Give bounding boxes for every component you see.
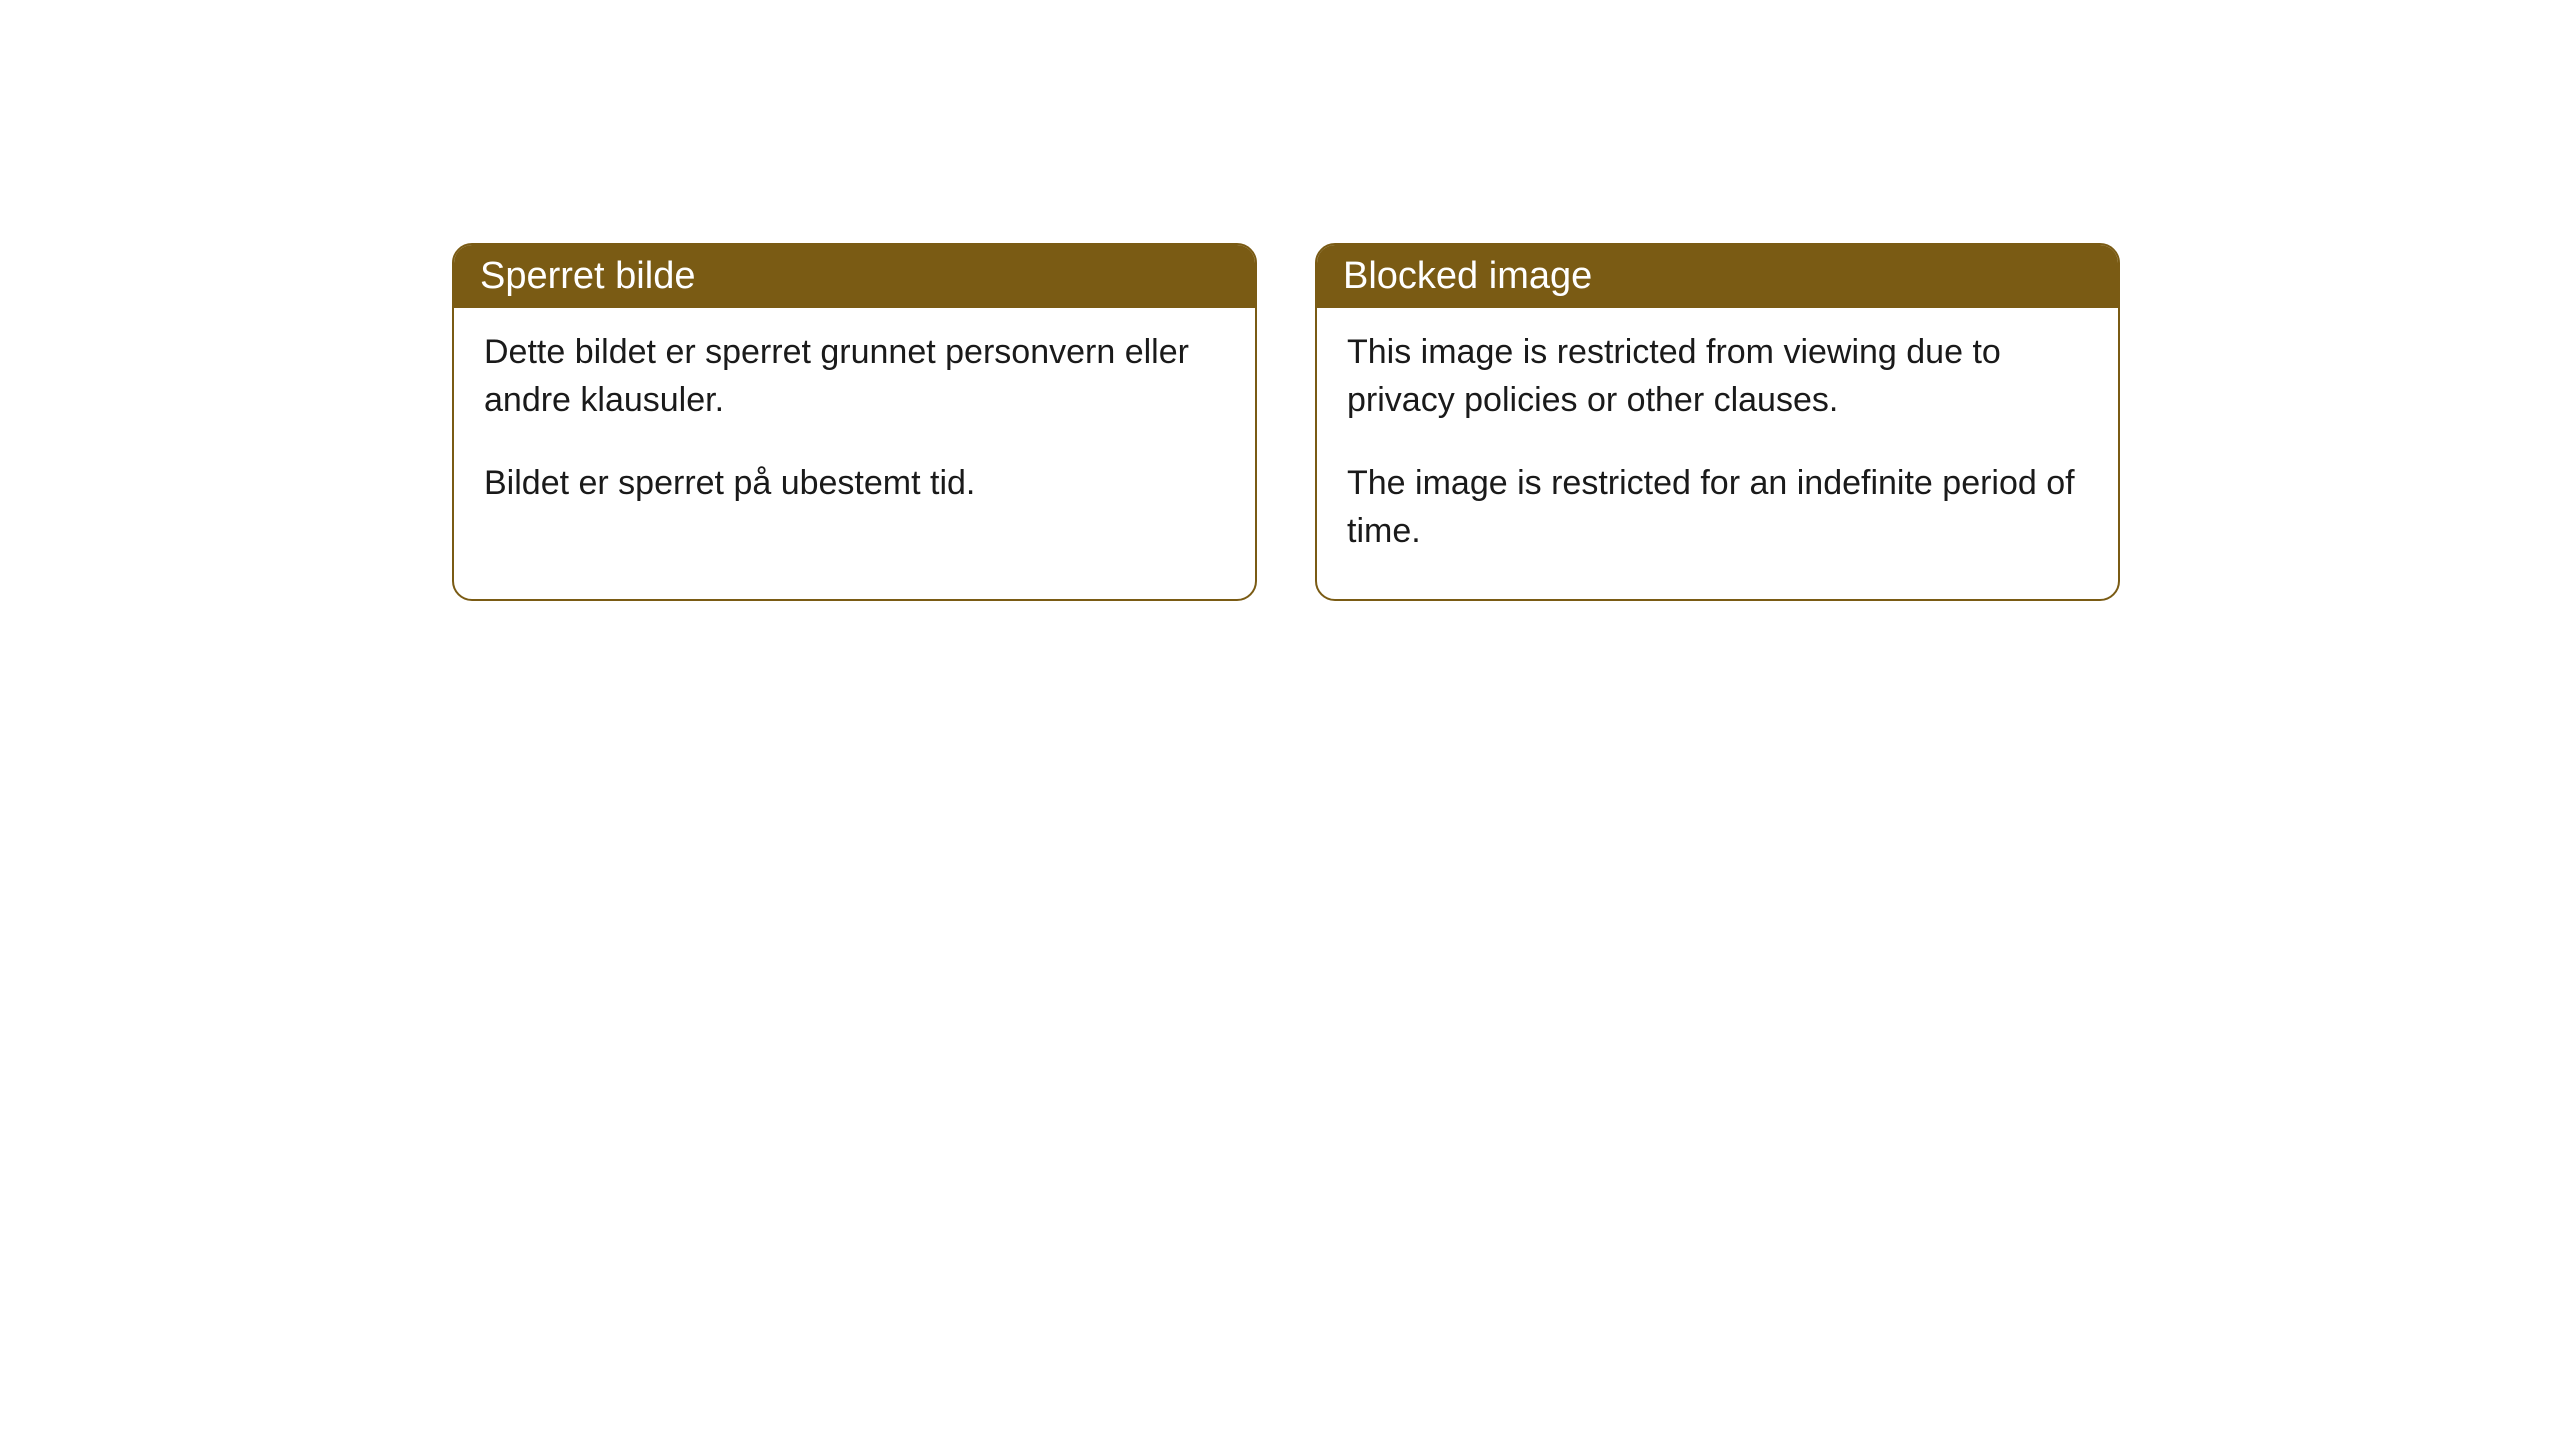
card-text-paragraph: Bildet er sperret på ubestemt tid. bbox=[484, 459, 1225, 507]
card-text-paragraph: This image is restricted from viewing du… bbox=[1347, 328, 2088, 425]
card-body-english: This image is restricted from viewing du… bbox=[1317, 308, 2118, 599]
card-title: Sperret bilde bbox=[480, 255, 695, 297]
card-text-paragraph: Dette bildet er sperret grunnet personve… bbox=[484, 328, 1225, 425]
card-header-norwegian: Sperret bilde bbox=[454, 245, 1255, 308]
blocked-image-card-norwegian: Sperret bilde Dette bildet er sperret gr… bbox=[452, 243, 1257, 601]
blocked-image-card-english: Blocked image This image is restricted f… bbox=[1315, 243, 2120, 601]
card-title: Blocked image bbox=[1343, 255, 1592, 297]
card-body-norwegian: Dette bildet er sperret grunnet personve… bbox=[454, 308, 1255, 551]
card-text-paragraph: The image is restricted for an indefinit… bbox=[1347, 459, 2088, 556]
notice-cards-container: Sperret bilde Dette bildet er sperret gr… bbox=[452, 243, 2120, 601]
card-header-english: Blocked image bbox=[1317, 245, 2118, 308]
